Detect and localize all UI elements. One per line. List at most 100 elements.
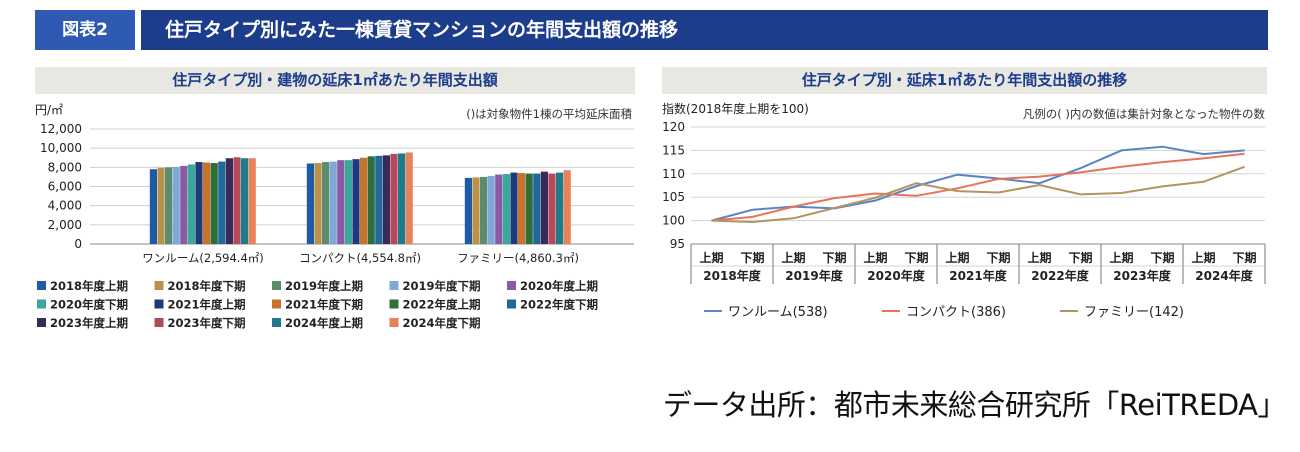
bar-legend-swatch: [272, 281, 281, 290]
bar-y-tick-label: 6,000: [48, 180, 82, 194]
bar-1-8: [367, 156, 375, 244]
bar-legend-swatch: [272, 318, 281, 327]
bar-0-0: [149, 169, 157, 244]
line-chart-title: 住戸タイプ別・延床1㎡あたり年間支出額の推移: [662, 67, 1267, 94]
bar-legend-label: 2018年度下期: [168, 279, 246, 293]
bar-legend-swatch: [507, 281, 516, 290]
bar-legend-swatch: [37, 281, 46, 290]
line-series-0: [711, 145, 1245, 222]
bar-2-12: [556, 172, 564, 244]
bar-2-7: [518, 173, 526, 244]
bar-0-5: [187, 164, 195, 244]
bar-legend-swatch: [37, 299, 46, 309]
bar-category-label: ワンルーム(2,594.4㎡): [142, 251, 264, 265]
line-y-tick-label: 95: [670, 237, 685, 251]
bar-1-3: [329, 161, 337, 244]
line-x-tick-label: 上期: [863, 250, 887, 265]
bar-legend-swatch: [154, 318, 164, 327]
bar-legend-label: 2024年度上期: [285, 316, 363, 330]
line-y-tick-label: 115: [662, 143, 685, 157]
bar-2-9: [533, 173, 541, 244]
data-source: データ出所：都市未来総合研究所「ReiTREDA」: [662, 388, 1287, 422]
line-x-tick-label: 下期: [1232, 250, 1256, 265]
bar-legend-label: 2023年度上期: [50, 316, 128, 330]
line-x-tick-label: 下期: [986, 250, 1010, 265]
bar-y-tick-label: 10,000: [40, 141, 82, 155]
line-x-tick-label: 上期: [781, 250, 805, 265]
bar-0-13: [248, 158, 256, 244]
line-year-label: 2023年度: [1113, 268, 1171, 283]
line-x-tick-label: 上期: [1191, 250, 1215, 265]
bar-1-7: [360, 157, 368, 244]
bar-0-6: [195, 162, 203, 244]
line-year-label: 2018年度: [703, 268, 761, 283]
line-x-tick-label: 下期: [1150, 250, 1174, 265]
bar-y-tick-label: 8,000: [48, 160, 82, 174]
bar-legend-label: 2020年度上期: [520, 279, 598, 293]
line-note: 凡例の( )内の数値は集計対象となった物件の数: [1023, 107, 1266, 121]
bar-2-11: [548, 173, 556, 244]
line-x-tick-label: 上期: [945, 250, 969, 265]
bar-category-label: ファミリー(4,860.3㎡): [457, 251, 579, 265]
line-series-2: [711, 165, 1245, 224]
line-x-tick-label: 下期: [740, 250, 764, 265]
bar-legend-swatch: [154, 281, 164, 290]
line-legend-label: コンパクト(386): [906, 305, 1006, 320]
bar-y-tick-label: 2,000: [48, 218, 82, 232]
bar-0-11: [233, 157, 241, 244]
line-y-tick-label: 105: [662, 190, 685, 204]
bar-chart-title: 住戸タイプ別・建物の延床1㎡あたり年間支出額: [35, 67, 635, 94]
bar-legend-label: 2018年度上期: [50, 279, 128, 293]
line-y-tick-label: 100: [662, 214, 685, 228]
line-x-tick-label: 上期: [1109, 250, 1133, 265]
figure-title: 住戸タイプ別にみた一棟賃貸マンションの年間支出額の推移: [165, 19, 679, 41]
bar-2-1: [472, 177, 480, 244]
bar-1-0: [306, 163, 314, 244]
line-year-label: 2022年度: [1031, 268, 1089, 283]
line-x-tick-label: 上期: [699, 250, 723, 265]
bar-legend-label: 2024年度下期: [403, 316, 481, 330]
bar-legend-swatch: [389, 281, 399, 290]
bar-legend-label: 2022年度下期: [520, 298, 598, 312]
header-divider: [135, 10, 141, 50]
line-y-tick-label: 120: [662, 120, 685, 134]
bar-note: ()は対象物件1棟の平均延床面積: [466, 107, 632, 121]
line-year-label: 2021年度: [949, 268, 1007, 283]
bar-0-1: [157, 167, 165, 244]
bar-1-9: [375, 155, 383, 244]
bar-2-2: [480, 176, 488, 244]
bar-legend-swatch: [154, 299, 164, 309]
figure-header: 図表2 住戸タイプ別にみた一棟賃貸マンションの年間支出額の推移: [35, 10, 1268, 50]
figure-label: 図表2: [35, 10, 135, 50]
bar-0-9: [218, 161, 226, 244]
bar-0-7: [203, 162, 211, 244]
bar-0-12: [241, 158, 249, 244]
bar-legend-swatch: [37, 318, 46, 327]
bar-0-4: [180, 165, 188, 244]
bar-legend-swatch: [507, 299, 516, 309]
bar-1-12: [398, 153, 406, 244]
line-year-label: 2020年度: [867, 268, 925, 283]
line-year-label: 2024年度: [1195, 268, 1253, 283]
line-x-tick-label: 上期: [1027, 250, 1051, 265]
line-legend-label: ファミリー(142): [1084, 305, 1184, 320]
bar-1-6: [352, 159, 360, 244]
bar-legend-swatch: [389, 318, 399, 327]
bar-legend-label: 2022年度上期: [403, 298, 481, 312]
bar-1-5: [344, 160, 352, 244]
bar-1-1: [314, 163, 322, 244]
bar-y-tick-label: 4,000: [48, 199, 82, 213]
bar-2-13: [563, 170, 571, 244]
bar-1-4: [337, 160, 345, 244]
bar-1-2: [322, 162, 330, 244]
bar-1-11: [390, 153, 398, 244]
bar-legend-label: 2021年度下期: [285, 298, 363, 312]
bar-legend-swatch: [272, 299, 281, 309]
bar-y-unit: 円/㎡: [35, 103, 63, 117]
bar-2-5: [502, 174, 510, 244]
bar-0-3: [172, 166, 180, 244]
bar-2-0: [464, 177, 472, 244]
line-year-label: 2019年度: [785, 268, 843, 283]
line-x-tick-label: 下期: [1068, 250, 1092, 265]
